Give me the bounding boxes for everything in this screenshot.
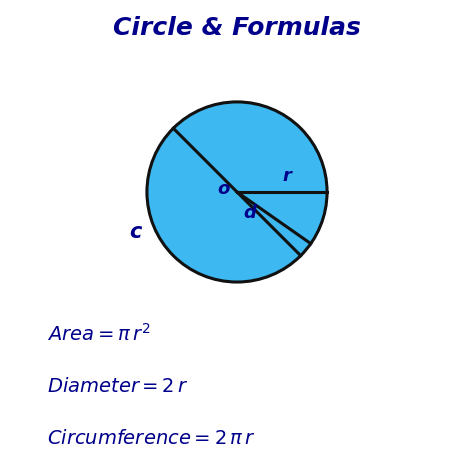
Text: $\mathit{Circumference} = 2\, \pi\, r$: $\mathit{Circumference} = 2\, \pi\, r$ [47,429,256,448]
Text: $\mathit{Diameter} = 2\, r$: $\mathit{Diameter} = 2\, r$ [47,377,189,396]
Text: Circle & Formulas: Circle & Formulas [113,17,361,40]
Text: r: r [282,167,291,185]
Circle shape [147,102,327,282]
Text: c: c [129,222,141,243]
Text: $\mathit{Area} = \pi\, r^2$: $\mathit{Area} = \pi\, r^2$ [47,323,151,345]
Text: d: d [244,204,257,222]
Text: o: o [218,180,230,198]
